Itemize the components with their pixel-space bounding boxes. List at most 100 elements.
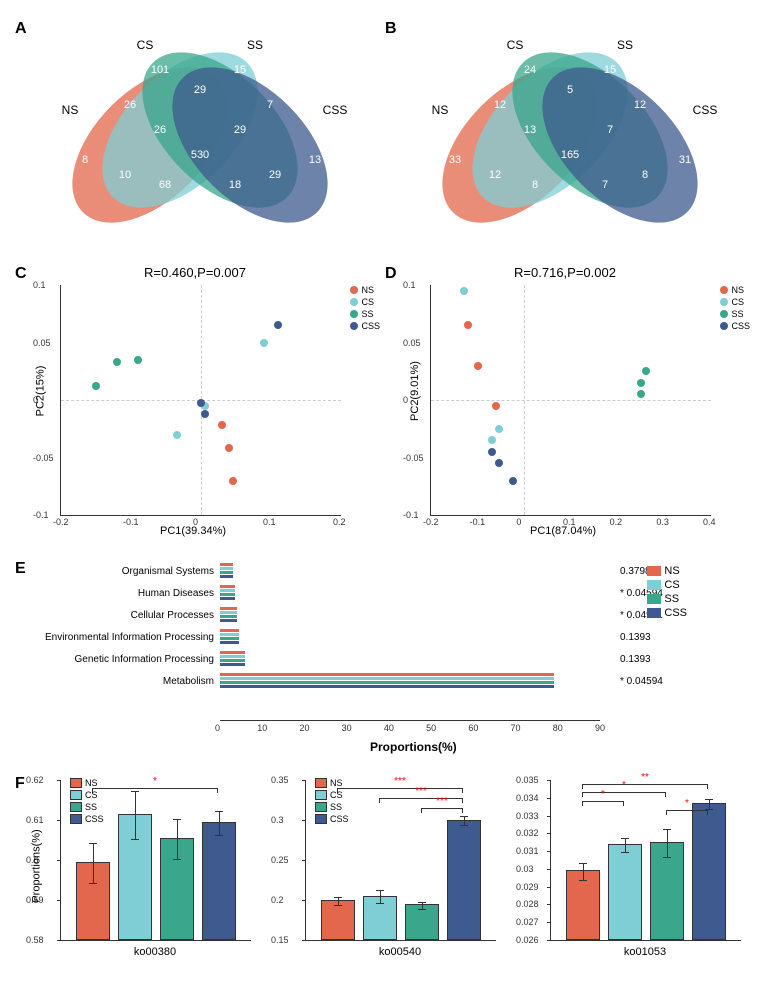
sig-stars: ** [641,772,649,783]
scatter-point [464,321,472,329]
hbar-category-label: Genetic Information Processing [14,654,214,665]
panel-e: E Organismal Systems0.3798Human Diseases… [20,560,747,760]
scatter-point [92,382,100,390]
venn-group-label: NS [62,103,79,117]
row-scatter: C R=0.460,P=0.007 -0.2-0.100.10.2-0.1-0.… [20,265,747,545]
scatter-point [509,477,517,485]
scatter-point [197,399,205,407]
scatter-point [460,287,468,295]
venn-count: 8 [642,169,648,181]
venn-count: 5 [567,84,573,96]
venn-a: NSCSSSCSS810115132629713102926296818530 [20,20,370,250]
venn-count: 12 [634,99,646,111]
venn-count: 26 [154,124,166,136]
scatter-d-ylabel: PC2(9.01%) [409,361,421,421]
venn-group-label: SS [247,38,263,52]
venn-count: 15 [564,209,576,221]
venn-count: 29 [234,124,246,136]
bar-chart-2: 0.0260.0270.0280.0290.030.0310.0320.0330… [510,780,740,980]
bar [608,844,642,940]
venn-count: 7 [267,99,273,111]
bar-plot: 0.0260.0270.0280.0290.030.0310.0320.0330… [550,780,741,941]
venn-count: 13 [194,209,206,221]
hbar-pvalue: 0.1393 [620,632,700,643]
legend-item: CSS [647,607,687,619]
hbar-pvalue: 0.1393 [620,654,700,665]
hbar-category-label: Environmental Information Processing [14,632,214,643]
venn-count: 8 [532,179,538,191]
hbar-row: Metabolism* 0.04594 [220,670,600,692]
bar-xlabel: ko00380 [60,946,250,958]
hbar-row: Organismal Systems0.3798 [220,560,600,582]
scatter-point [642,367,650,375]
scatter-c: R=0.460,P=0.007 -0.2-0.100.10.2-0.1-0.05… [20,265,370,545]
hbar-row: Genetic Information Processing0.1393 [220,648,600,670]
bar [363,896,397,940]
hbar-xlabel: Proportions(%) [370,740,457,754]
scatter-point [495,425,503,433]
scatter-point [218,421,226,429]
legend-item: SS [647,593,687,605]
scatter-c-title: R=0.460,P=0.007 [20,265,370,280]
venn-count: 15 [234,64,246,76]
figure: A NSCSSSCSS81011513262971310292629681853… [20,20,747,980]
venn-count: 24 [524,64,536,76]
legend-item: SS [720,309,750,319]
sig-stars: *** [415,786,427,797]
venn-count: 13 [309,154,321,166]
venn-count: 33 [449,154,461,166]
scatter-point [474,362,482,370]
venn-group-label: CSS [323,103,348,117]
scatter-c-ylabel: PC2(15%) [34,366,46,417]
sig-stars: * [622,780,626,791]
bar [118,814,152,940]
bar-ylabel: Proportions(%) [31,829,43,902]
scatter-c-legend: NSCSSSCSS [350,285,380,333]
legend-item: CS [647,579,687,591]
scatter-point [488,448,496,456]
scatter-d-title: R=0.716,P=0.002 [390,265,740,280]
venn-group-label: CS [137,38,154,52]
hbar-row: Cellular Processes* 0.04961 [220,604,600,626]
scatter-c-xlabel: PC1(39.34%) [160,525,226,537]
scatter-d-plot: -0.2-0.100.10.20.30.4-0.1-0.0500.050.1 [430,285,711,516]
scatter-point [113,358,121,366]
venn-count: 165 [561,149,579,161]
hbar-category-label: Cellular Processes [14,610,214,621]
bar [650,842,684,940]
venn-count: 18 [229,179,241,191]
bar [321,900,355,940]
sig-stars: *** [394,776,406,787]
bar [566,870,600,940]
scatter-point [637,390,645,398]
scatter-point [201,410,209,418]
venn-group-label: NS [432,103,449,117]
venn-count: 7 [607,124,613,136]
venn-count: 530 [191,149,209,161]
venn-count: 101 [151,64,169,76]
venn-count: 68 [159,179,171,191]
venn-group-label: SS [617,38,633,52]
hbar-category-label: Human Diseases [14,588,214,599]
bar-chart-1: 0.150.20.250.30.35*********NSCSSSCSSko00… [265,780,495,980]
sig-stars: * [601,789,605,800]
legend-item: SS [350,309,380,319]
bar-chart-0: 0.580.590.60.610.62*Proportions(%)NSCSSS… [20,780,250,980]
bar-xlabel: ko00540 [305,946,495,958]
scatter-point [225,444,233,452]
row-venn: A NSCSSSCSS81011513262971310292629681853… [20,20,747,250]
scatter-point [495,459,503,467]
legend-item: NS [350,285,380,295]
scatter-point [274,321,282,329]
venn-count: 12 [494,99,506,111]
bar [692,803,726,940]
legend-item: NS [720,285,750,295]
bar-xlabel: ko01053 [550,946,740,958]
scatter-point [637,379,645,387]
scatter-d: R=0.716,P=0.002 -0.2-0.100.10.20.30.4-0.… [390,265,740,545]
venn-count: 8 [82,154,88,166]
scatter-c-plot: -0.2-0.100.10.2-0.1-0.0500.050.1 [60,285,341,516]
venn-count: 13 [524,124,536,136]
venn-b: NSCSSSCSS33241531125121512813787165 [390,20,740,250]
hbar-chart: Organismal Systems0.3798Human Diseases* … [220,560,600,720]
